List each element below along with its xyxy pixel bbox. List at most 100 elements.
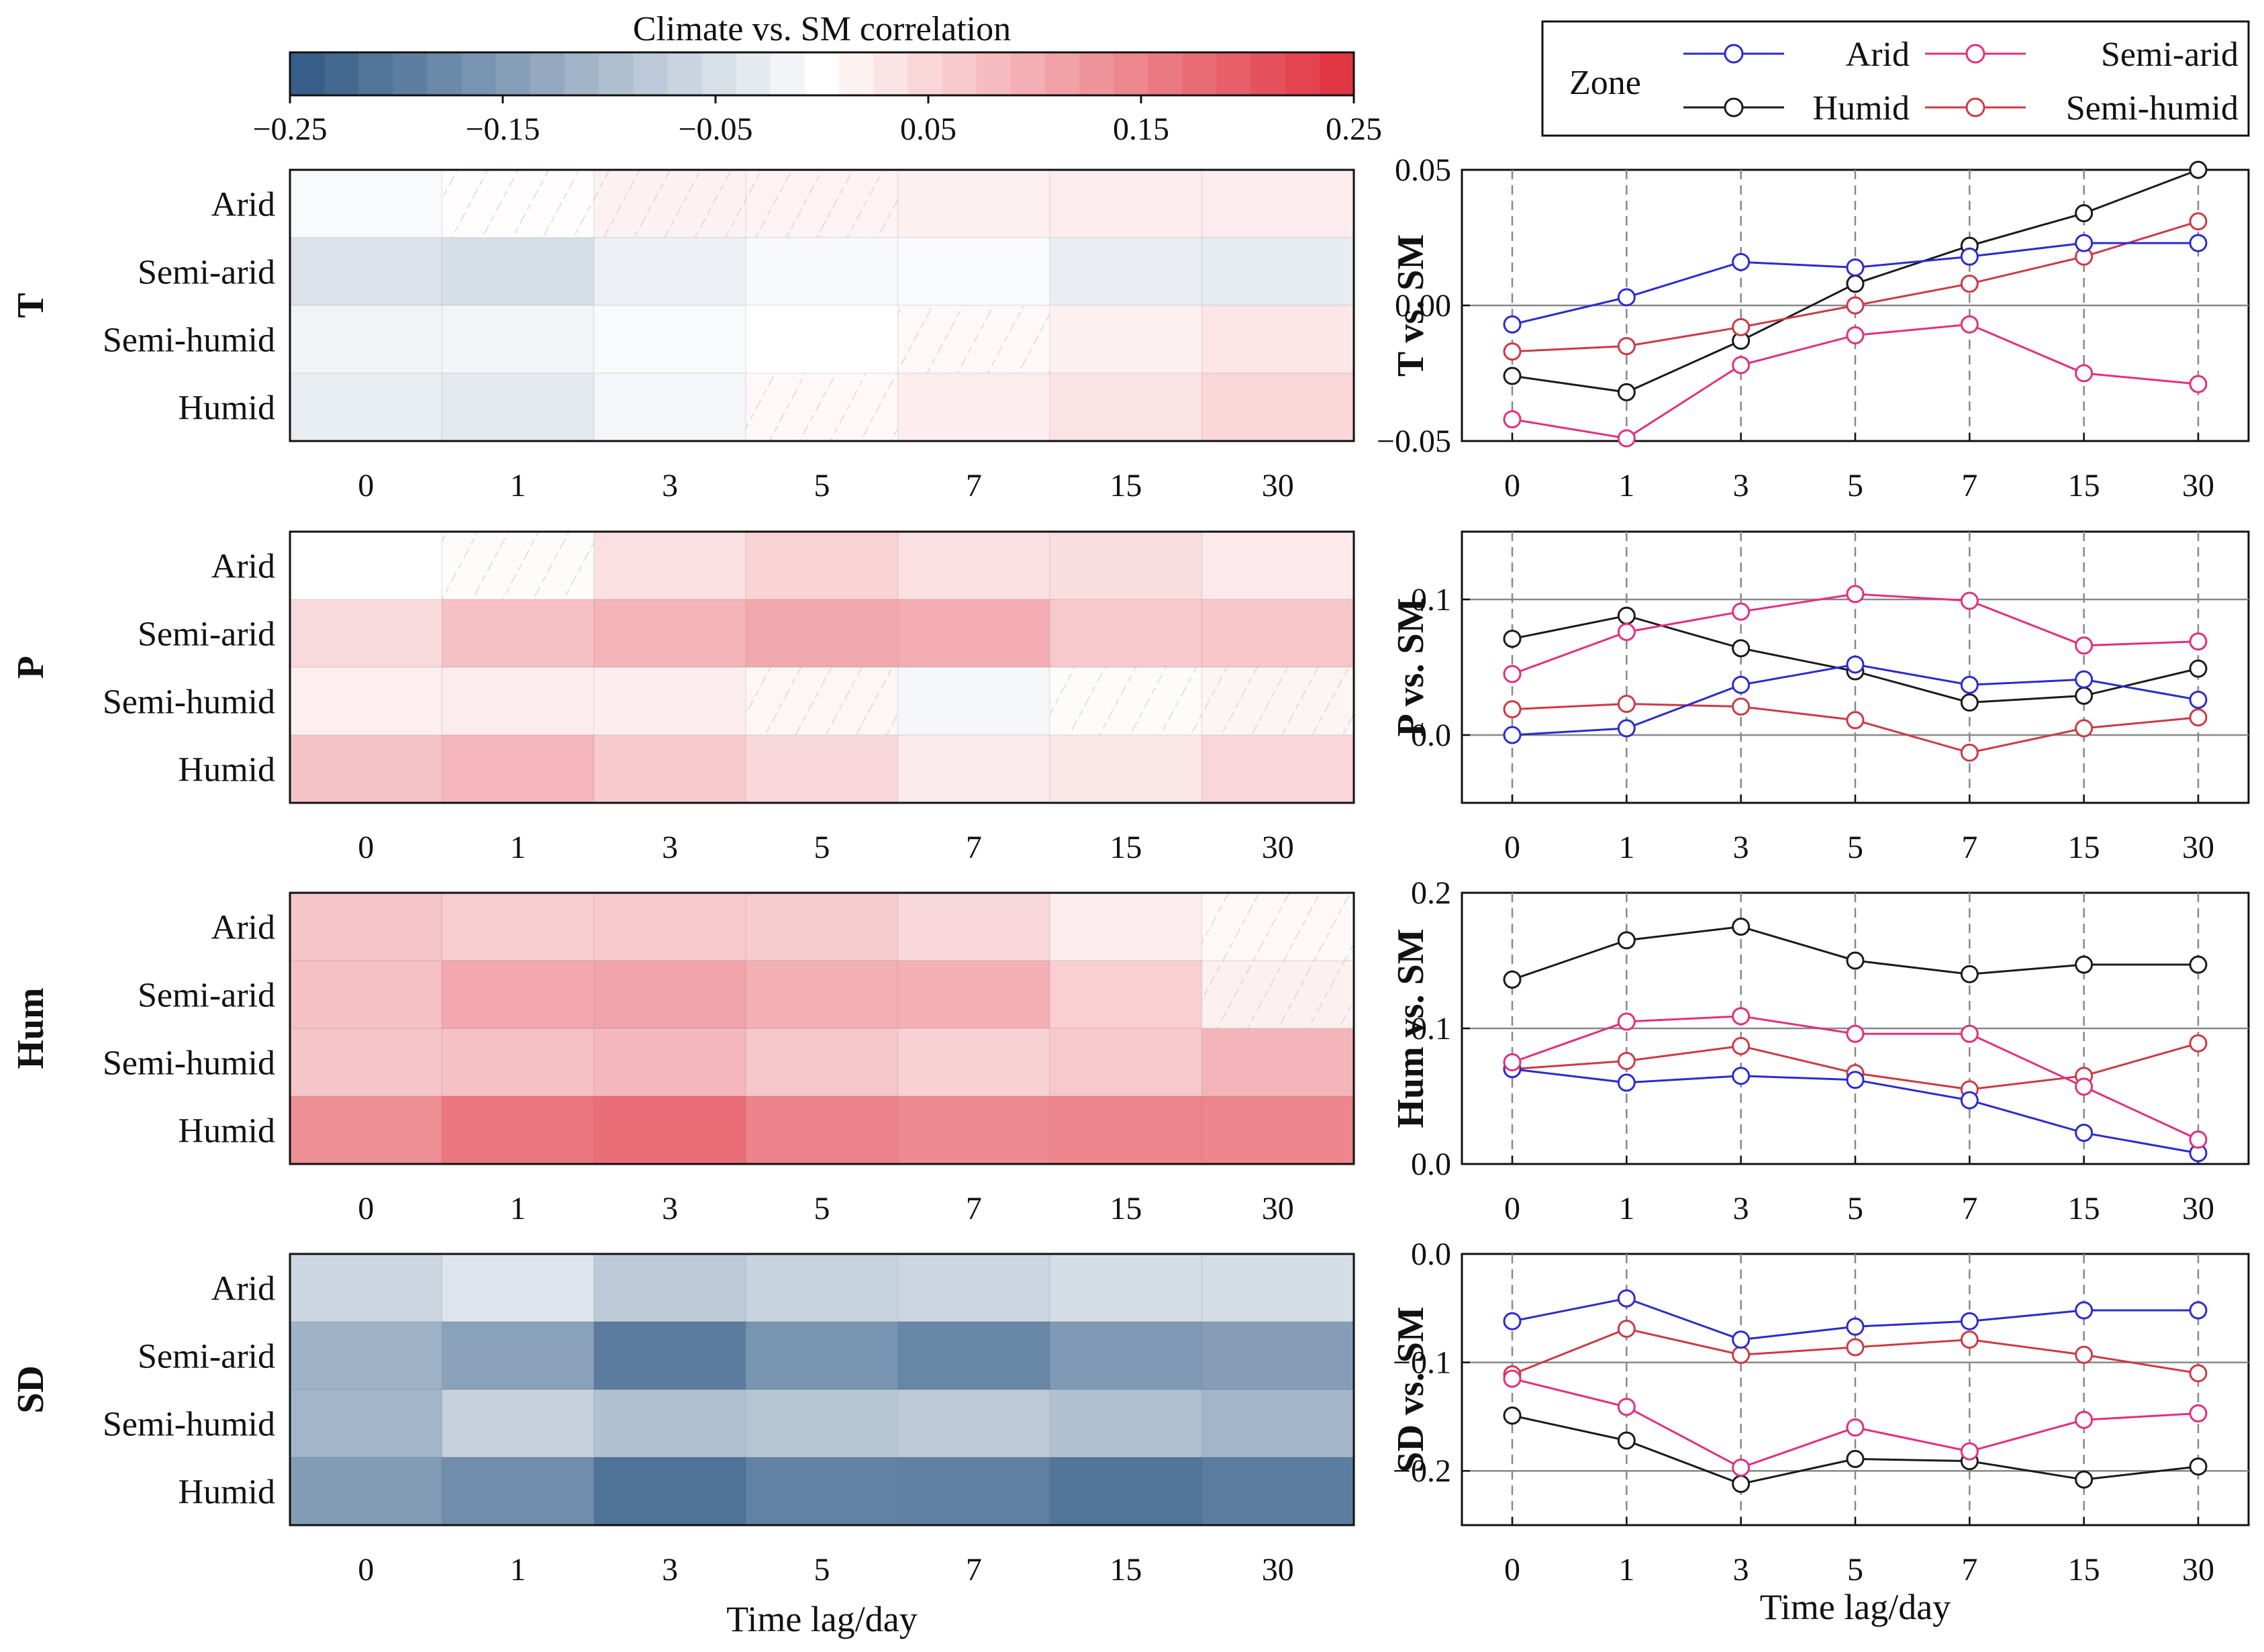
line-y-axis-title: T vs. SM	[1390, 234, 1432, 377]
heatmap-col-label: 15	[1110, 1191, 1142, 1226]
heatmap-cell	[897, 892, 1050, 961]
colorbar-step	[1148, 52, 1183, 95]
data-point-humid	[1846, 951, 1865, 970]
heatmap-cell	[593, 531, 747, 600]
heatmap-cell	[593, 1028, 747, 1097]
heatmap-col-label: 7	[966, 468, 982, 503]
heatmap-cell	[289, 667, 443, 736]
data-point-semi-humid	[1732, 1036, 1751, 1055]
heatmap-row-label: Arid	[211, 1270, 275, 1308]
heatmap-row-label: Semi-humid	[103, 322, 275, 360]
heatmap-cell	[441, 1096, 595, 1165]
line-x-tick-label: 0	[1504, 468, 1520, 503]
heatmap-cell	[1201, 734, 1355, 804]
heatmap-cell	[289, 305, 443, 374]
heatmap-cell	[1201, 1028, 1355, 1097]
heatmap-row-label: Arid	[211, 186, 275, 224]
line-y-tick-label: 0.05	[1395, 152, 1451, 188]
heatmap-x-axis-title: Time lag/day	[726, 1599, 918, 1639]
heatmap-cell	[897, 1389, 1050, 1458]
data-point-semi-arid	[1617, 1012, 1636, 1031]
data-point-arid	[1846, 1071, 1865, 1089]
colorbar-step	[564, 52, 599, 95]
heatmap-cell	[1201, 169, 1355, 238]
colorbar-step	[1114, 52, 1148, 95]
heatmap-cell	[1201, 1096, 1355, 1165]
heatmap-col-label: 5	[814, 1191, 830, 1226]
data-point-semi-humid	[2189, 1364, 2208, 1383]
line-x-tick-label: 15	[2068, 830, 2100, 865]
data-point-semi-arid	[1617, 429, 1636, 448]
data-point-semi-humid	[1617, 337, 1636, 356]
data-point-semi-arid	[1960, 315, 1979, 334]
line-y-tick-label: 0.1	[1411, 1011, 1451, 1047]
data-point-semi-arid	[1960, 591, 1979, 610]
heatmap-cell	[593, 1096, 747, 1165]
line-x-tick-label: 15	[2068, 1191, 2100, 1226]
legend-frame	[1541, 20, 2250, 137]
heatmap-cell	[593, 1253, 747, 1322]
colorbar-frame	[289, 51, 1355, 97]
data-point-humid	[2189, 160, 2208, 179]
line-x-tick-label: 30	[2182, 468, 2214, 503]
colorbar-step	[1079, 52, 1114, 95]
heatmap-cell	[593, 1389, 747, 1458]
colorbar-tick-label: −0.25	[252, 111, 327, 147]
heatmap-col-label: 7	[966, 1191, 982, 1226]
heatmap-cell	[897, 960, 1050, 1029]
heatmap-row-label: Semi-humid	[103, 1044, 275, 1083]
heatmap-cell	[1049, 305, 1203, 374]
data-point-semi-arid	[2189, 632, 2208, 651]
data-point-semi-humid	[1960, 1330, 1979, 1349]
data-point-arid	[1732, 675, 1751, 694]
heatmap-col-label: 1	[510, 1552, 526, 1588]
heatmap-frame	[289, 1253, 1355, 1526]
data-point-semi-humid	[1503, 700, 1522, 719]
data-point-semi-humid	[1617, 695, 1636, 714]
heatmap-hatch	[1050, 667, 1202, 735]
colorbar-step	[393, 52, 428, 95]
heatmap-cell	[289, 237, 443, 306]
colorbar-step	[324, 52, 359, 95]
line-x-tick-label: 30	[2182, 1552, 2214, 1588]
data-point-humid	[1503, 1406, 1522, 1425]
heatmap-cell	[1049, 892, 1203, 961]
heatmap-frame	[289, 168, 1355, 442]
heatmap-cell	[1201, 599, 1355, 668]
data-point-arid	[2075, 234, 2094, 252]
data-point-semi-humid	[2189, 708, 2208, 727]
data-point-humid	[1503, 367, 1522, 385]
heatmap-var-label: Hum	[10, 987, 52, 1069]
colorbar-tick-label: 0.05	[900, 111, 956, 147]
data-point-humid	[1732, 1475, 1751, 1494]
line-plot-frame	[1461, 1253, 2250, 1526]
heatmap-col-label: 3	[662, 468, 678, 503]
heatmap-col-label: 1	[510, 830, 526, 865]
legend-label-arid: Arid	[1846, 36, 1910, 74]
colorbar-step	[530, 52, 565, 95]
data-point-semi-arid	[2075, 364, 2094, 383]
line-x-tick-label: 1	[1618, 468, 1634, 503]
heatmap-cell	[745, 531, 899, 600]
colorbar-tick-label: 0.15	[1113, 111, 1169, 147]
legend-marker-arid	[1724, 44, 1744, 64]
heatmap-cell	[745, 1096, 899, 1165]
heatmap-cell	[745, 1028, 899, 1097]
heatmap-frame	[289, 891, 1355, 1165]
data-point-semi-humid	[1732, 318, 1751, 336]
data-point-humid	[2075, 686, 2094, 705]
heatmap-cell	[441, 237, 595, 306]
data-point-humid	[1617, 931, 1636, 950]
line-x-tick-label: 7	[1961, 1191, 1977, 1226]
colorbar-step	[633, 52, 669, 95]
heatmap-col-label: 30	[1262, 1552, 1294, 1588]
heatmap-col-label: 5	[814, 830, 830, 865]
data-point-semi-arid	[1617, 1398, 1636, 1416]
heatmap-cell	[897, 599, 1050, 668]
heatmap-var-label: SD	[10, 1365, 52, 1414]
data-point-semi-humid	[1960, 743, 1979, 762]
data-point-arid	[2075, 1124, 2094, 1143]
